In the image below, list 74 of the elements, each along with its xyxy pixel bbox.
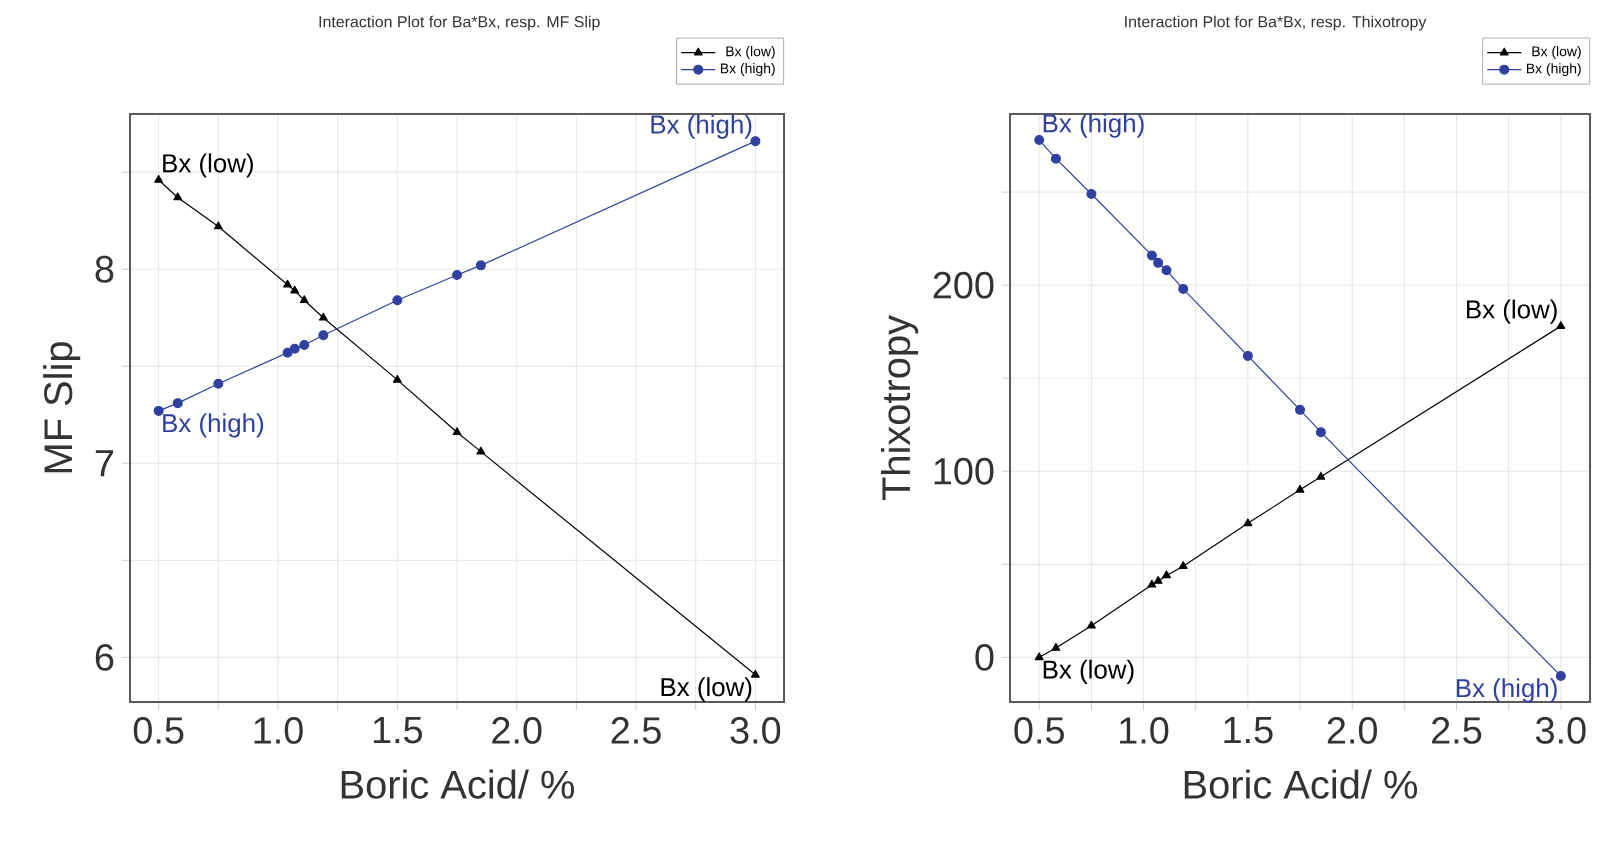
point — [1086, 189, 1097, 200]
point — [1161, 265, 1172, 276]
point — [1153, 257, 1164, 268]
point — [172, 398, 183, 409]
point — [299, 295, 309, 304]
point — [318, 312, 328, 321]
x-tick-label: 2.0 — [1327, 717, 1378, 744]
x-tick-label: 3.0 — [1535, 717, 1586, 744]
x-tick-label: 2.5 — [611, 717, 661, 744]
text: Bx (low) — [163, 153, 253, 178]
point — [1162, 570, 1171, 579]
y-axis-title: Thixotropy — [880, 315, 919, 501]
y-tick-label: 7 — [95, 450, 114, 477]
point — [392, 374, 402, 383]
point — [289, 343, 300, 354]
x-tick-label: 1.5 — [1224, 717, 1273, 744]
text: Bx (low) — [1467, 299, 1557, 324]
y-tick-label: 200 — [933, 271, 994, 299]
point — [153, 405, 164, 416]
x-axis-title: Boric Acid/ % — [1184, 769, 1418, 799]
point — [1178, 283, 1189, 294]
point — [452, 427, 462, 436]
x-tick-label: 2.5 — [1432, 717, 1482, 744]
point — [1086, 620, 1096, 629]
y-tick-label: 0 — [975, 643, 994, 671]
point — [1147, 579, 1157, 588]
x-tick-label: 2.0 — [492, 717, 542, 744]
y-tick-label: 100 — [934, 457, 994, 485]
point — [1316, 471, 1326, 480]
point — [476, 446, 486, 455]
text: Bx (low) — [661, 677, 752, 702]
x-tick-label: 3.0 — [730, 717, 781, 744]
x-tick-label: 1.5 — [373, 717, 423, 744]
point — [1146, 250, 1157, 261]
x-axis-title: Boric Acid/ % — [341, 769, 575, 799]
y-axis-title: MF Slip — [43, 342, 81, 473]
text: Bx (high) — [1043, 113, 1144, 138]
point — [1556, 321, 1566, 329]
point — [1051, 643, 1061, 651]
point — [154, 174, 164, 183]
point — [750, 136, 761, 147]
point — [1295, 404, 1306, 415]
point — [452, 270, 463, 281]
point — [475, 260, 486, 271]
point — [1295, 484, 1305, 493]
x-tick-label: 0.5 — [1014, 717, 1064, 744]
point — [1034, 652, 1044, 661]
point — [282, 347, 293, 358]
point — [1242, 350, 1253, 361]
point — [750, 669, 760, 678]
point — [173, 192, 183, 201]
point — [1555, 670, 1566, 681]
point — [1034, 135, 1045, 146]
point — [1050, 153, 1061, 164]
point — [213, 221, 223, 230]
point — [213, 378, 224, 389]
y-tick-label: 8 — [95, 255, 114, 283]
point — [392, 295, 403, 306]
point — [283, 279, 292, 288]
point — [318, 330, 329, 341]
point — [1153, 576, 1163, 584]
point — [1315, 427, 1326, 438]
text: Bx (high) — [163, 413, 264, 438]
x-tick-label: 0.5 — [133, 717, 184, 744]
text: Bx (high) — [651, 114, 752, 139]
text: Bx (low) — [1043, 659, 1134, 684]
point — [1178, 561, 1188, 569]
point — [1243, 518, 1253, 527]
y-tick-label: 6 — [95, 643, 114, 671]
text: Bx (high) — [1456, 678, 1557, 703]
point — [290, 285, 300, 294]
x-tick-label: 1.0 — [1120, 717, 1169, 744]
point — [299, 339, 310, 350]
x-tick-label: 1.0 — [254, 717, 303, 744]
